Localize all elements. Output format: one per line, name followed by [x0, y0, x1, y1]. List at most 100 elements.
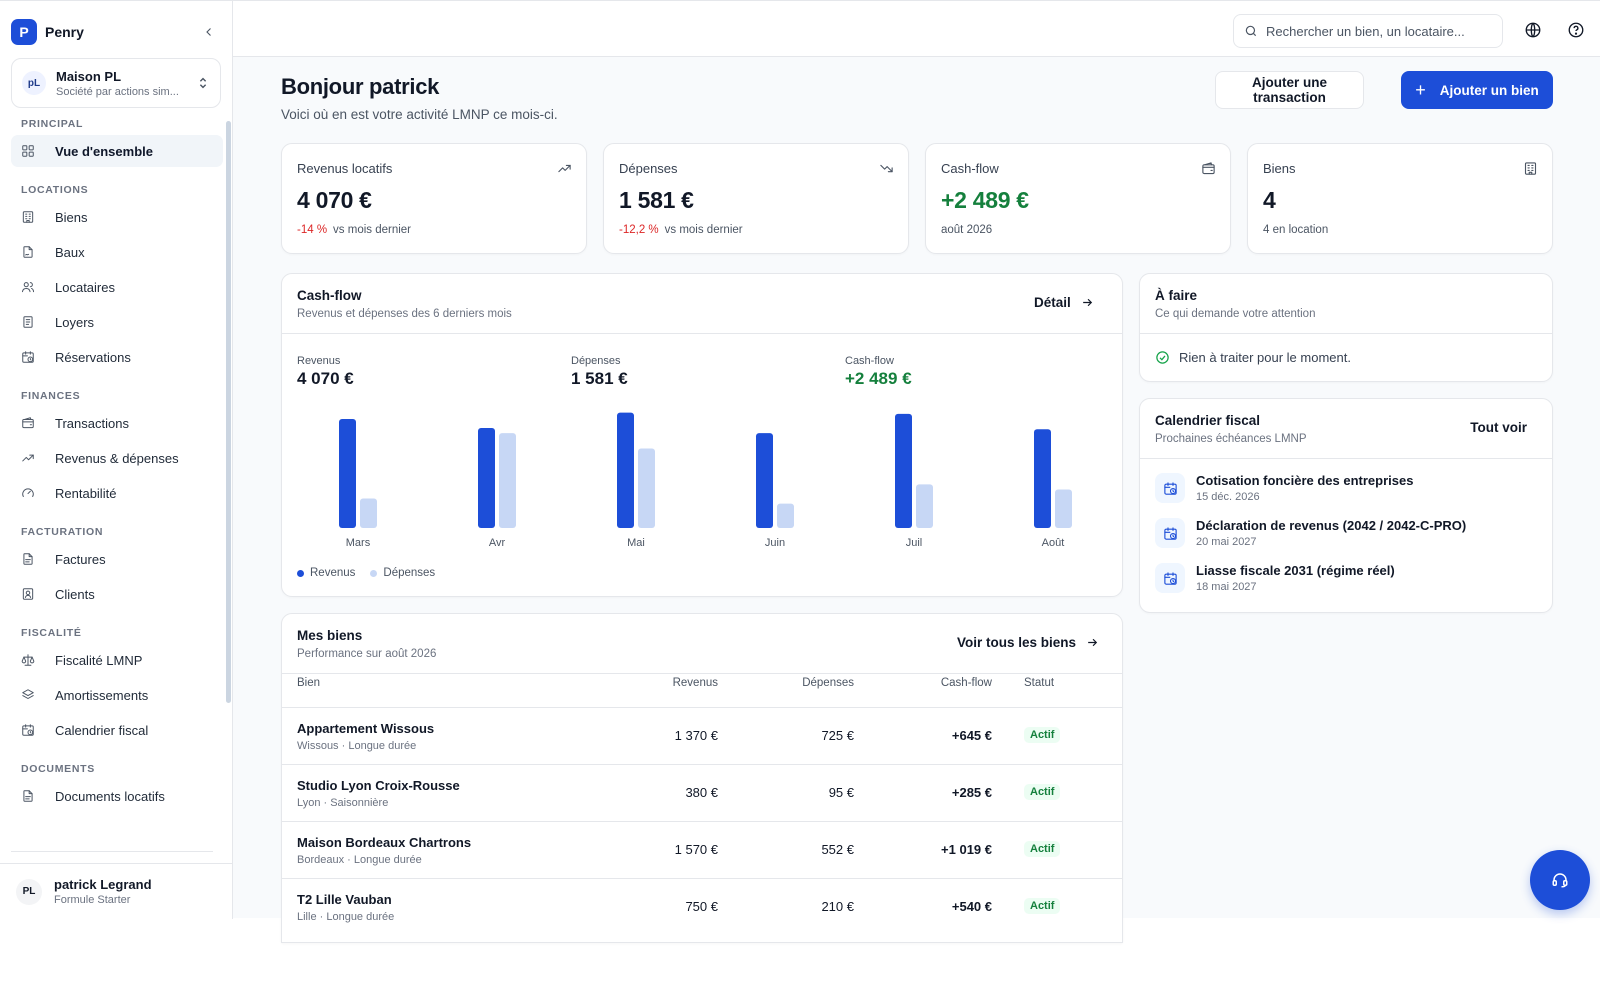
building-icon [1524, 162, 1537, 175]
property-name: Studio Lyon Croix-Rousse [297, 778, 460, 793]
sidebar-item-rentabilite[interactable]: Rentabilité [11, 477, 223, 509]
sidebar-item-baux[interactable]: Baux [11, 236, 223, 268]
see-all-properties-button[interactable]: Voir tous les biens [957, 635, 1099, 650]
fiscal-subtitle: Prochaines échéances LMNP [1155, 433, 1307, 445]
workspace-subtitle: Société par actions sim... [56, 85, 179, 98]
workspace-switcher[interactable]: pL Maison PL Société par actions sim... [11, 58, 221, 108]
bar-revenus-2[interactable] [617, 412, 634, 528]
bar-depenses-5[interactable] [1055, 489, 1072, 528]
sidebar-item-reservations[interactable]: Réservations [11, 341, 223, 373]
property-subtitle: Lyon · Saisonnière [297, 797, 389, 809]
bar-depenses-0[interactable] [360, 498, 377, 529]
grid-icon [22, 145, 34, 157]
kpi-foot-text: vs mois dernier [333, 224, 412, 236]
table-row[interactable]: Appartement Wissous Wissous · Longue duré… [282, 707, 1122, 764]
support-chat-button[interactable] [1530, 850, 1590, 910]
bar-revenus-4[interactable] [895, 413, 912, 528]
x-tick-label: Juil [906, 537, 923, 549]
help-icon[interactable] [1567, 21, 1585, 39]
fiscal-deadline-item[interactable]: Liasse fiscale 2031 (régime réel) 18 mai … [1155, 563, 1395, 603]
sidebar-nav: PRINCIPAL Vue d'ensemble LOCATIONS Biens Bau… [11, 118, 223, 815]
sidebar-item-calendrier-fiscal[interactable]: Calendrier fiscal [11, 714, 223, 746]
nav-section-label: PRINCIPAL [21, 118, 84, 130]
sidebar-item-revenus-depenses[interactable]: Revenus & dépenses [11, 442, 223, 474]
file-text-icon [23, 553, 33, 565]
card-divider [1140, 333, 1552, 334]
trending-up-icon [22, 454, 34, 462]
properties-card: Mes biens Performance sur août 2026 Voir… [281, 613, 1123, 943]
user-profile[interactable]: PL patrick Legrand Formule Starter [0, 863, 233, 919]
sidebar-item-label: Calendrier fiscal [55, 722, 149, 738]
cashflow-detail-button[interactable]: Détail [1034, 295, 1094, 310]
sidebar-item-documents-locatifs[interactable]: Documents locatifs [11, 780, 223, 812]
fiscal-deadline-title: Cotisation foncière des entreprises [1196, 473, 1414, 488]
kpi-footer: -12,2 % vs mois dernier [619, 224, 743, 236]
table-row[interactable]: Maison Bordeaux Chartrons Bordeaux · Long… [282, 821, 1122, 878]
sidebar-item-fiscalite-lmnp[interactable]: Fiscalité LMNP [11, 644, 223, 676]
property-depenses: 210 € [821, 899, 854, 914]
workspace-name: Maison PL [56, 68, 122, 84]
nav-section-label: FINANCES [21, 390, 81, 402]
sidebar-item-transactions[interactable]: Transactions [11, 407, 223, 439]
wallet-icon [1202, 162, 1215, 175]
sidebar-item-biens[interactable]: Biens [11, 201, 223, 233]
topbar [233, 1, 1600, 57]
sidebar-item-amortissements[interactable]: Amortissements [11, 679, 223, 711]
add-property-label: Ajouter un bien [1439, 82, 1539, 98]
legend-revenus: Revenus [310, 567, 356, 579]
sidebar-divider [11, 851, 213, 852]
nav-section-label: DOCUMENTS [21, 763, 95, 775]
bar-depenses-3[interactable] [777, 503, 794, 528]
legend-depenses: Dépenses [383, 567, 436, 579]
bar-revenus-0[interactable] [339, 418, 356, 528]
bar-depenses-4[interactable] [916, 484, 933, 528]
sidebar-item-vue-d-ensemble[interactable]: Vue d'ensemble [11, 135, 223, 167]
cashflow-subtitle: Revenus et dépenses des 6 derniers mois [297, 308, 512, 320]
fiscal-deadline-item[interactable]: Déclaration de revenus (2042 / 2042-C-PR… [1155, 518, 1466, 558]
bar-revenus-3[interactable] [756, 433, 773, 528]
kpi-delta: -12,2 % [619, 224, 659, 236]
search-box[interactable] [1233, 14, 1503, 48]
search-input[interactable] [1266, 23, 1486, 39]
card-divider [282, 333, 1122, 334]
table-row[interactable]: Studio Lyon Croix-Rousse Lyon · Saisonniè… [282, 764, 1122, 821]
sidebar-item-label: Fiscalité LMNP [55, 652, 143, 668]
bar-depenses-1[interactable] [499, 433, 516, 528]
property-name: Appartement Wissous [297, 721, 435, 736]
sidebar-item-clients[interactable]: Clients [11, 578, 223, 610]
sidebar-item-label: Revenus & dépenses [55, 450, 179, 466]
kpi-card: Dépenses 1 581 € -12,2 % vs mois dernier [603, 143, 909, 254]
fiscal-deadline-title: Liasse fiscale 2031 (régime réel) [1196, 563, 1395, 578]
kpi-footer: 4 en location [1263, 224, 1328, 236]
todo-card: À faire Ce qui demande votre attention R… [1139, 273, 1553, 382]
kpi-footer: -14 % vs mois dernier [297, 224, 411, 236]
stat-depenses-label: Dépenses [571, 355, 621, 367]
brand-logo: P [11, 19, 37, 45]
table-row[interactable]: T2 Lille Vauban Lille · Longue durée 750 €… [282, 878, 1122, 935]
collapse-sidebar-button[interactable] [199, 22, 219, 42]
sidebar-item-label: Locataires [55, 279, 115, 295]
stat-depenses-value: 1 581 € [571, 369, 628, 388]
stat-revenus-value: 4 070 € [297, 369, 354, 388]
sidebar-item-label: Baux [55, 244, 85, 260]
sidebar-item-label: Documents locatifs [55, 788, 165, 804]
fiscal-deadline-item[interactable]: Cotisation foncière des entreprises 15 dé… [1155, 473, 1413, 513]
fiscal-see-all-button[interactable]: Tout voir [1470, 420, 1527, 435]
add-transaction-button[interactable]: Ajouter une transaction [1215, 71, 1364, 109]
bar-revenus-1[interactable] [478, 427, 495, 528]
fiscal-deadline-date: 20 mai 2027 [1196, 536, 1257, 548]
bar-depenses-2[interactable] [638, 448, 655, 528]
sidebar-scrollbar[interactable] [226, 121, 231, 703]
sidebar-item-loyers[interactable]: Loyers [11, 306, 223, 338]
scale-icon [21, 654, 35, 666]
globe-icon[interactable] [1524, 21, 1542, 39]
kpi-card: Cash-flow +2 489 € août 2026 [925, 143, 1231, 254]
contact-icon [22, 588, 34, 600]
bar-revenus-5[interactable] [1034, 429, 1051, 528]
status-badge: Actif [1024, 898, 1061, 914]
add-property-button[interactable]: + Ajouter un bien [1401, 71, 1553, 109]
sidebar-item-factures[interactable]: Factures [11, 543, 223, 575]
property-subtitle: Bordeaux · Longue durée [297, 854, 422, 866]
sidebar-item-locataires[interactable]: Locataires [11, 271, 223, 303]
property-depenses: 725 € [821, 728, 854, 743]
